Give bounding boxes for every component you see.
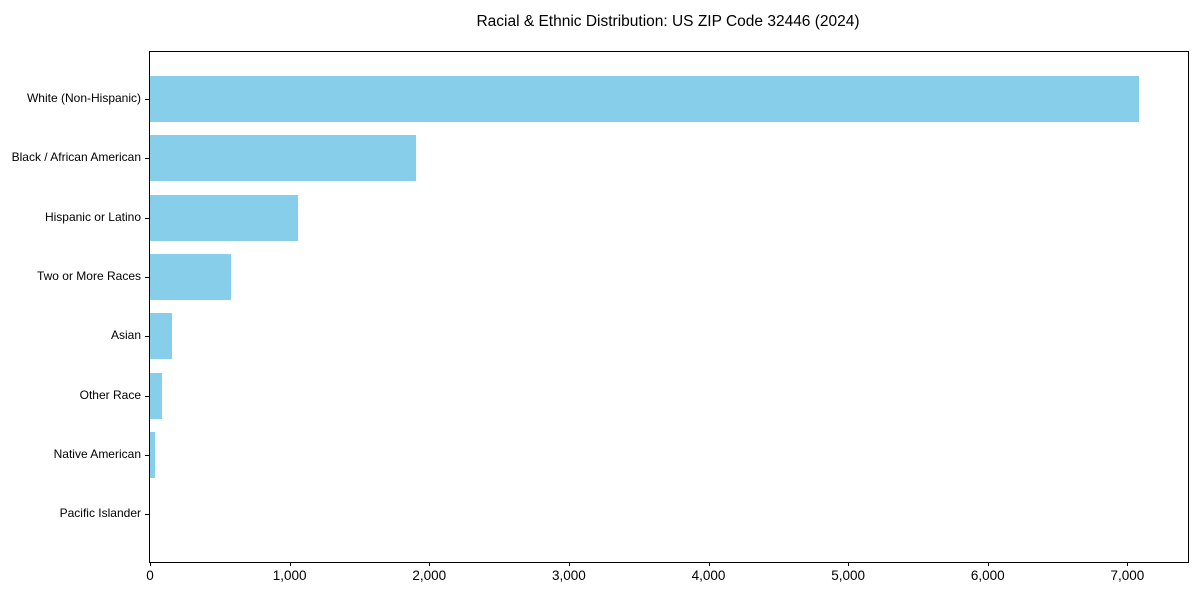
x-tick-mark	[150, 562, 151, 566]
y-tick-mark	[145, 454, 149, 456]
x-tick-mark	[987, 562, 989, 566]
x-tick-mark	[1127, 562, 1129, 566]
bar	[150, 253, 231, 300]
x-tick-label: 0	[146, 568, 154, 583]
y-tick-label: Black / African American	[11, 150, 141, 165]
y-tick-mark	[145, 336, 149, 338]
bar	[150, 431, 155, 478]
y-tick-label: Two or More Races	[36, 268, 141, 283]
x-tick-label: 6,000	[970, 568, 1005, 583]
y-tick-label: Native American	[53, 446, 141, 461]
y-tick-label: Pacific Islander	[59, 506, 141, 521]
x-tick-label: 3,000	[551, 568, 586, 583]
x-tick-mark	[848, 562, 850, 566]
chart-title: Racial & Ethnic Distribution: US ZIP Cod…	[476, 13, 860, 30]
x-tick-mark	[708, 562, 710, 566]
x-tick-mark	[429, 562, 431, 566]
x-tick-label: 1,000	[272, 568, 307, 583]
bar	[150, 372, 162, 419]
x-tick-label: 5,000	[831, 568, 866, 583]
y-tick-mark	[145, 276, 149, 278]
y-tick-label: White (Non-Hispanic)	[26, 91, 141, 105]
y-tick-mark	[145, 99, 149, 100]
x-tick-mark	[289, 562, 291, 566]
x-tick-label: 2,000	[412, 568, 447, 583]
plot-area	[145, 51, 1189, 566]
y-tick-label: Other Race	[79, 387, 141, 402]
y-tick-mark	[145, 514, 149, 516]
bar	[150, 194, 298, 241]
x-tick-label: 4,000	[691, 568, 726, 583]
bar	[150, 135, 416, 182]
y-tick-label: Hispanic or Latino	[44, 209, 141, 224]
x-tick-mark	[568, 562, 570, 566]
x-tick-label: 7,000	[1110, 568, 1145, 583]
y-tick-mark	[145, 158, 149, 160]
y-tick-mark	[145, 217, 149, 219]
bar	[150, 313, 172, 360]
y-tick-mark	[145, 395, 149, 397]
bar	[150, 76, 1139, 122]
y-tick-label: Asian	[110, 328, 141, 343]
